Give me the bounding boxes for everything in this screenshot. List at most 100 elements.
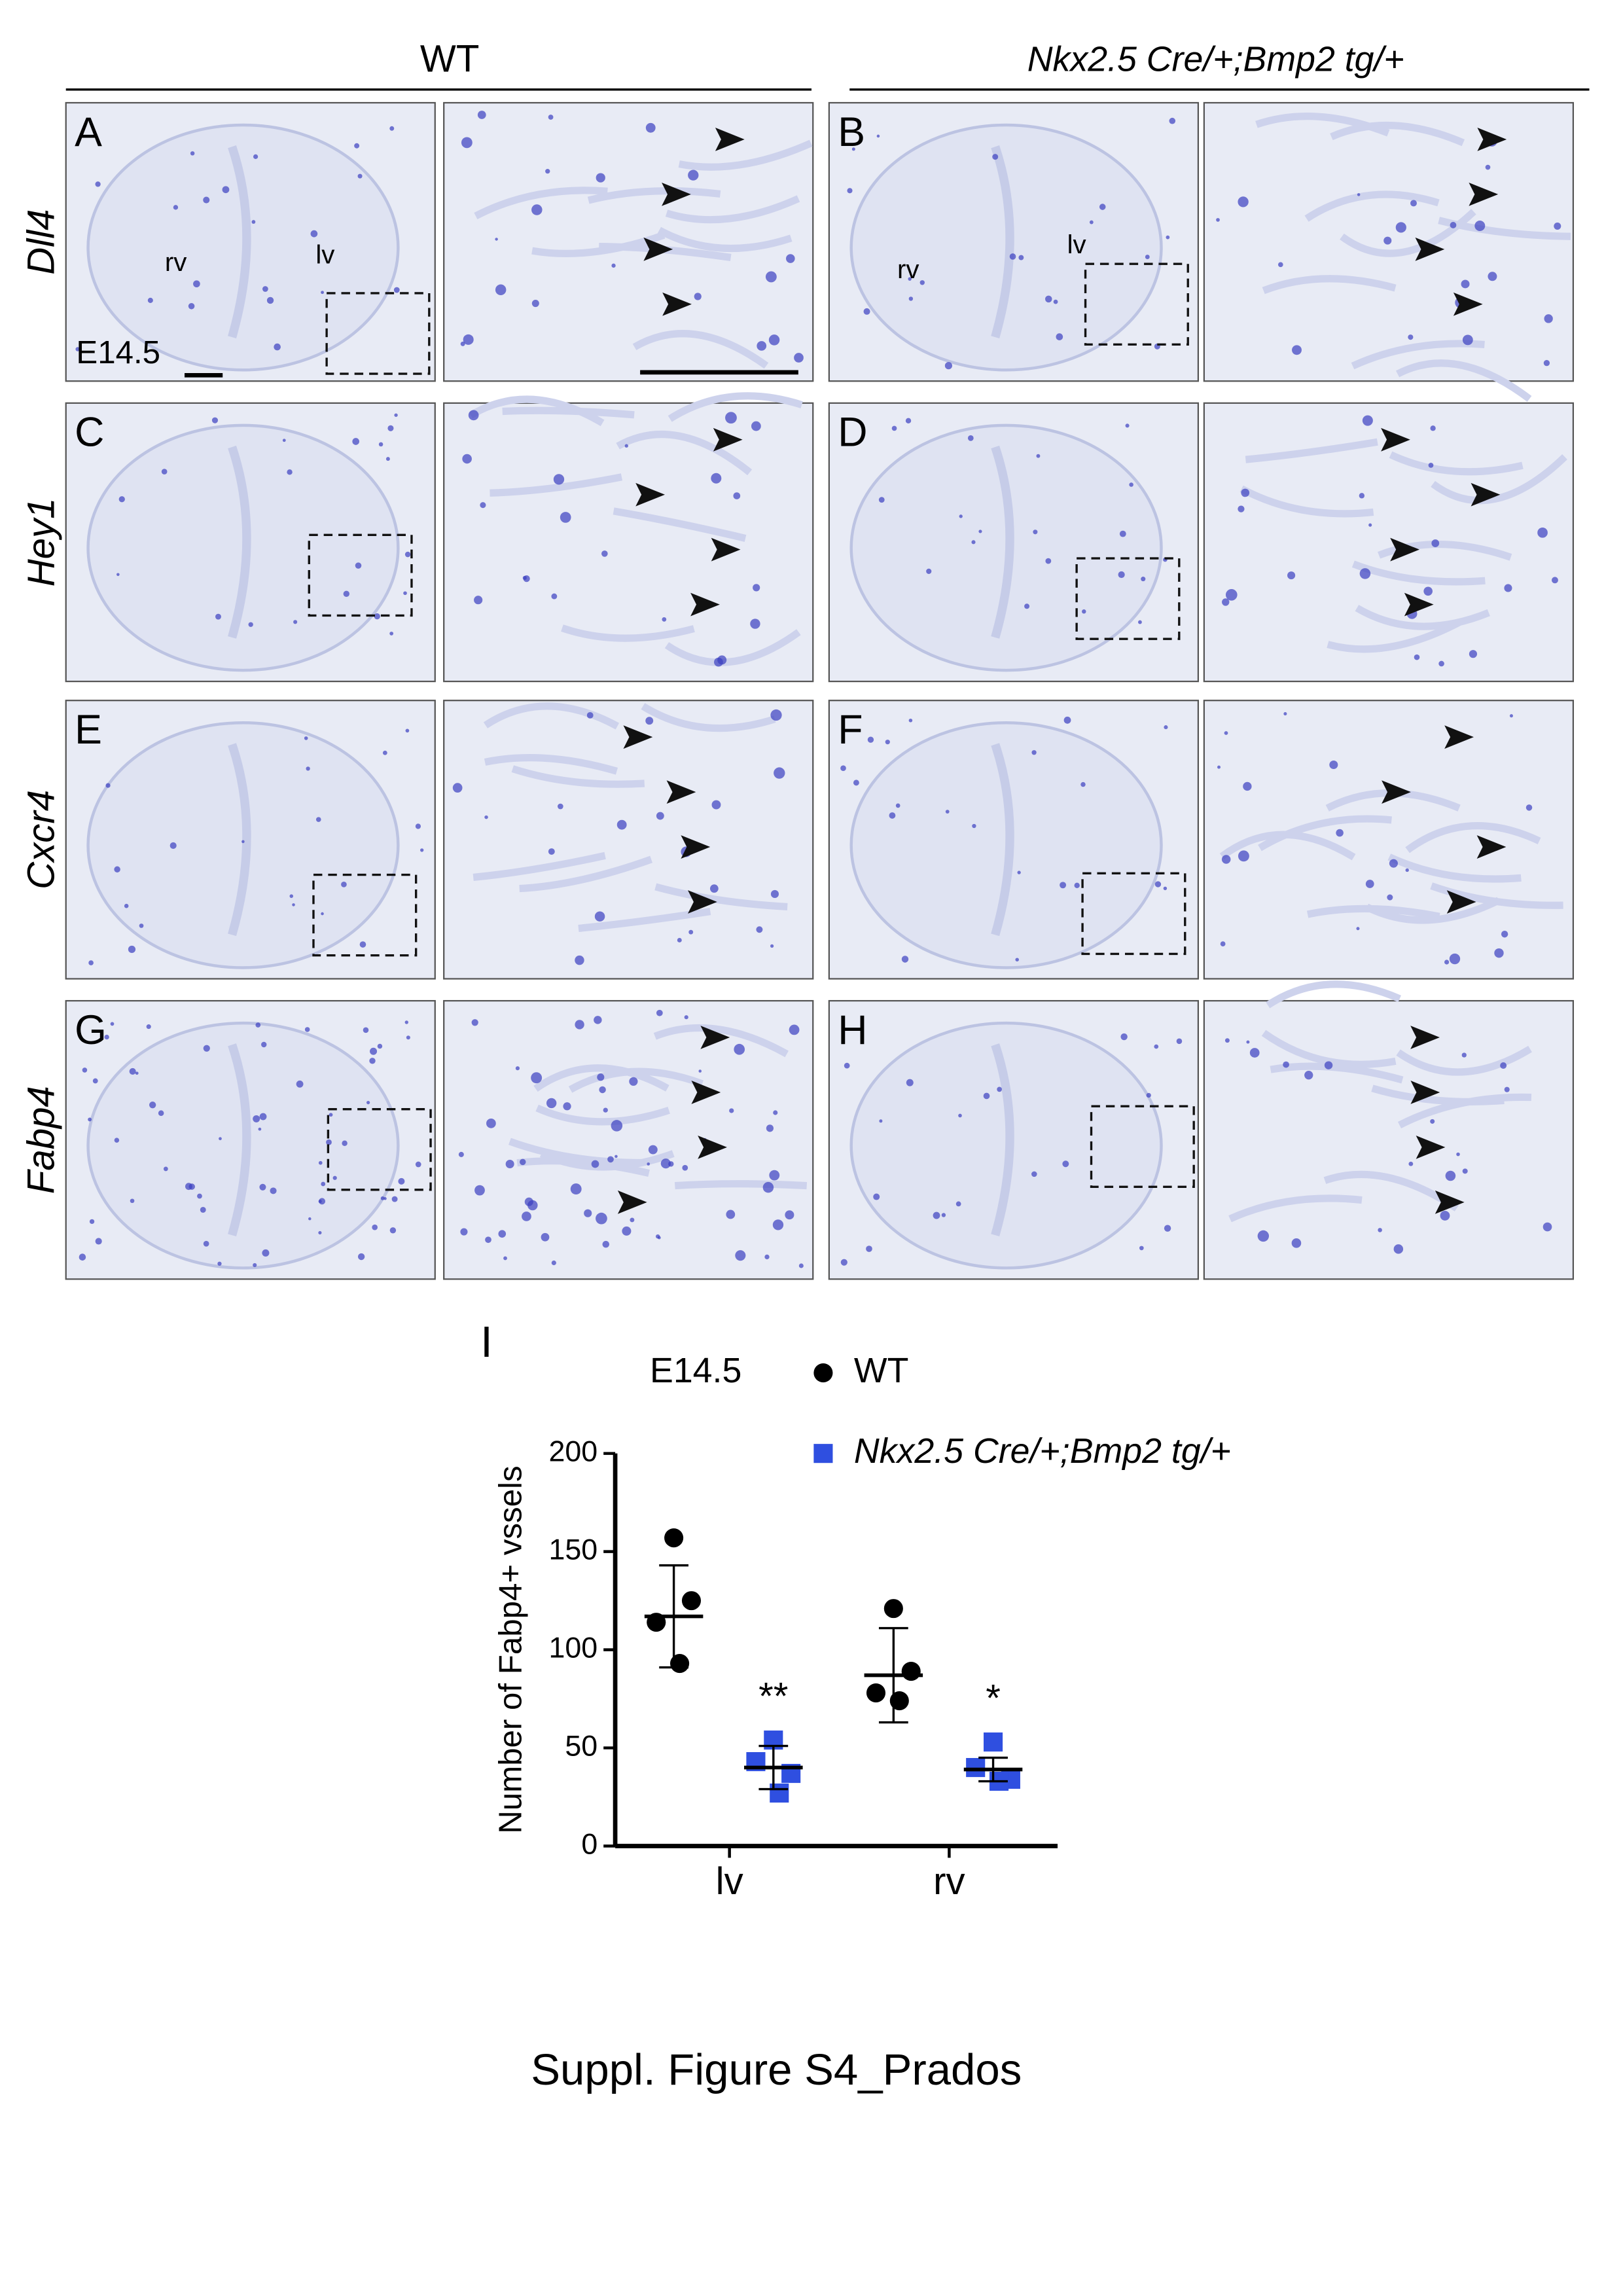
arrowhead [681, 835, 711, 859]
stain-dot [1304, 1071, 1313, 1080]
stain-dot [714, 657, 723, 667]
stain-dot [352, 438, 360, 445]
stain-dot [253, 154, 259, 159]
stain-dot [750, 619, 760, 629]
column-title: WT [420, 38, 479, 81]
stain-dot [1440, 1211, 1450, 1221]
stain-dot [88, 1117, 92, 1122]
stain-dot [1015, 958, 1019, 961]
tissue-fibre [1365, 897, 1501, 924]
stain-dot [363, 1027, 369, 1033]
stain-dot [847, 188, 853, 194]
stain-dot [306, 766, 310, 771]
arrowhead [1453, 292, 1483, 316]
stain-dot [342, 1140, 348, 1146]
stain-dot [203, 1045, 210, 1052]
stain-dot [1137, 620, 1142, 624]
stain-dot [1537, 528, 1548, 538]
arrowhead [1477, 128, 1507, 151]
stain-dot [219, 1137, 222, 1141]
chart-title: E14.5 [650, 1351, 741, 1390]
stain-dot [296, 1080, 304, 1088]
arrowhead [1435, 1190, 1465, 1214]
stain-dot [647, 1162, 651, 1166]
tissue-fibre [533, 1064, 669, 1092]
stain-dot [959, 514, 963, 518]
stain-dot [118, 496, 125, 503]
stain-dot [92, 1078, 98, 1084]
arrowhead [1410, 1026, 1440, 1049]
stain-dot [548, 848, 555, 855]
stain-dot [756, 926, 763, 933]
stain-dot [114, 1138, 120, 1143]
arrowhead [623, 725, 653, 749]
stain-dot [1494, 948, 1504, 958]
stain-dot [1024, 603, 1030, 609]
panel-annotation: rv [165, 247, 187, 277]
error-bar [659, 1564, 688, 1669]
stain-dot [1241, 488, 1250, 497]
stain-dot [372, 1224, 378, 1230]
stain-dot [248, 622, 253, 627]
tissue-fibre [535, 1104, 670, 1126]
stain-dot [385, 457, 390, 461]
tissue-fibre [483, 702, 620, 730]
stain-dot [458, 1151, 464, 1157]
stain-dot [329, 1113, 333, 1117]
stain-dot [129, 1067, 136, 1075]
y-tick-label: 0 [581, 1827, 597, 1860]
tissue-fibre [1389, 451, 1524, 476]
stain-dot [463, 334, 474, 345]
stain-dot [474, 1185, 485, 1196]
stain-dot [765, 271, 777, 283]
tissue-fibre [616, 431, 753, 476]
stain-dot [629, 1077, 638, 1086]
stain-dot [1225, 588, 1238, 601]
panel-letter: B [838, 109, 865, 155]
stain-dot [591, 1160, 599, 1168]
stain-dot [452, 783, 463, 793]
stain-dot [1462, 334, 1473, 346]
tissue-fibre [587, 187, 721, 204]
stain-dot [531, 300, 539, 308]
stain-dot [259, 1113, 267, 1121]
y-tick-label: 150 [549, 1533, 598, 1566]
significance: ** [758, 1675, 788, 1717]
arrowhead [690, 592, 720, 617]
stain-dot [461, 137, 473, 149]
panel-annotation: lv [1067, 230, 1086, 259]
stain-dot [1238, 850, 1249, 862]
stain-dot [343, 590, 350, 598]
tissue-fibre [1255, 113, 1390, 137]
stain-dot [1462, 1168, 1468, 1174]
stain-dot [1125, 423, 1130, 428]
stain-dot [1368, 523, 1372, 527]
stain-dot [1257, 1230, 1270, 1242]
stain-dot [1543, 360, 1550, 367]
stain-dot [1080, 781, 1086, 787]
stain-dot [404, 551, 411, 558]
tissue-fibre [490, 473, 623, 497]
stain-dot [292, 903, 295, 906]
stain-dot [551, 1260, 556, 1266]
arrowhead [1390, 537, 1419, 562]
stain-dot [474, 596, 483, 605]
stain-dot [114, 866, 120, 873]
stain-dot [139, 924, 144, 928]
stain-dot [597, 1073, 605, 1081]
stain-dot [630, 1217, 635, 1223]
stain-dot [557, 803, 563, 810]
stain-dot [879, 1119, 883, 1123]
tissue-fibre [665, 195, 800, 224]
stain-dot [603, 1107, 608, 1113]
data-point [681, 1591, 702, 1611]
stain-dot [1154, 1044, 1159, 1049]
panel-annotation: lv [315, 240, 334, 270]
stain-dot [891, 425, 897, 431]
stain-dot [770, 944, 774, 948]
stain-dot [1018, 255, 1024, 260]
stain-dot [1045, 558, 1052, 564]
stain-dot [1423, 586, 1433, 596]
panel-letter: G [75, 1007, 107, 1053]
stain-dot [484, 815, 488, 819]
